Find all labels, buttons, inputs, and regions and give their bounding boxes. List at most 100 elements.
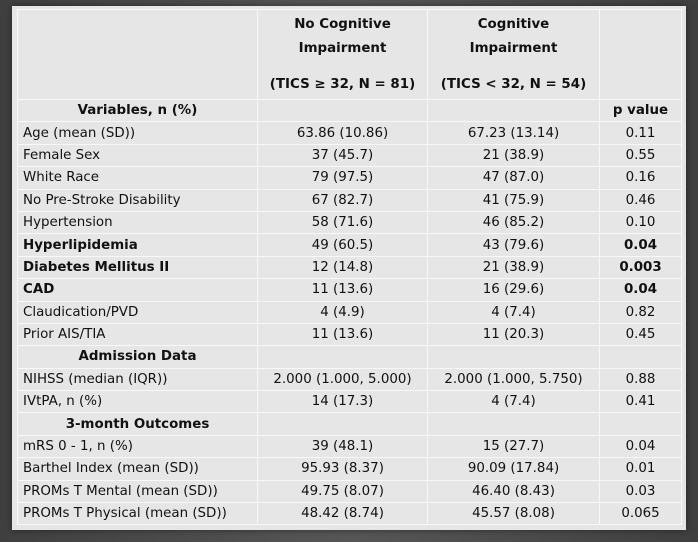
table-row-significant: CAD 11 (13.6) 16 (29.6) 0.04 <box>17 278 682 302</box>
no-ci-value: 67 (82.7) <box>257 188 428 212</box>
header-col2-line1: Cognitive <box>477 17 550 32</box>
p-value: 0.88 <box>599 367 682 392</box>
ci-value: 21 (38.9) <box>427 255 600 280</box>
row-label: Claudication/PVD <box>17 300 258 324</box>
no-ci-value: 12 (14.8) <box>257 255 428 280</box>
no-ci-value: 11 (13.6) <box>257 278 428 302</box>
empty-cell <box>427 412 600 436</box>
no-ci-value: 79 (97.5) <box>257 166 428 190</box>
section-3-month-outcomes: 3-month Outcomes <box>17 412 258 436</box>
no-ci-value: 39 (48.1) <box>257 434 428 459</box>
header-no-cognitive-impairment: No Cognitive Impairment (TICS ≥ 32, N = … <box>257 9 428 100</box>
table-row: PROMs T Physical (mean (SD)) 48.42 (8.74… <box>17 502 682 526</box>
variables-header-row: Variables, n (%) p value <box>17 98 682 123</box>
empty-cell <box>427 98 600 123</box>
table-row: Hypertension 58 (71.6) 46 (85.2) 0.10 <box>17 210 682 235</box>
table-row: Barthel Index (mean (SD)) 95.93 (8.37) 9… <box>17 457 682 481</box>
ci-value: 67.23 (13.14) <box>427 121 600 145</box>
row-label: Prior AIS/TIA <box>17 322 258 347</box>
p-value: 0.10 <box>599 210 682 235</box>
table-row: mRS 0 - 1, n (%) 39 (48.1) 15 (27.7) 0.0… <box>17 434 682 459</box>
ci-value: 46 (85.2) <box>427 210 600 235</box>
table-row: Prior AIS/TIA 11 (13.6) 11 (20.3) 0.45 <box>17 322 682 347</box>
header-cognitive-impairment: Cognitive Impairment (TICS < 32, N = 54) <box>427 9 600 100</box>
no-ci-value: 58 (71.6) <box>257 210 428 235</box>
ci-value: 47 (87.0) <box>427 166 600 190</box>
empty-cell <box>599 412 682 436</box>
section-header-row: Admission Data <box>17 345 682 369</box>
section-admission-data: Admission Data <box>17 345 258 369</box>
ci-value: 15 (27.7) <box>427 434 600 459</box>
header-col2-line3: (TICS < 32, N = 54) <box>440 77 587 92</box>
table-row-significant: Hyperlipidemia 49 (60.5) 43 (79.6) 0.04 <box>17 233 682 257</box>
p-value: 0.04 <box>599 278 682 302</box>
table-row: NIHSS (median (IQR)) 2.000 (1.000, 5.000… <box>17 367 682 392</box>
row-label: Hypertension <box>17 210 258 235</box>
p-value: 0.04 <box>599 233 682 257</box>
ci-value: 2.000 (1.000, 5.750) <box>427 367 600 392</box>
p-value: 0.01 <box>599 457 682 481</box>
row-label: Barthel Index (mean (SD)) <box>17 457 258 481</box>
header-col1-line3: (TICS ≥ 32, N = 81) <box>269 77 416 92</box>
table-row: Claudication/PVD 4 (4.9) 4 (7.4) 0.82 <box>17 300 682 324</box>
empty-cell <box>257 412 428 436</box>
p-value: 0.82 <box>599 300 682 324</box>
ci-value: 45.57 (8.08) <box>427 502 600 526</box>
p-value: 0.16 <box>599 166 682 190</box>
table-row: White Race 79 (97.5) 47 (87.0) 0.16 <box>17 166 682 190</box>
no-ci-value: 49 (60.5) <box>257 233 428 257</box>
p-value: 0.41 <box>599 390 682 414</box>
header-col1-line1: No Cognitive <box>294 17 391 32</box>
row-label: Female Sex <box>17 143 258 168</box>
p-value: 0.46 <box>599 188 682 212</box>
header-col1-line2: Impairment <box>298 41 387 56</box>
ci-value: 21 (38.9) <box>427 143 600 168</box>
empty-cell <box>257 345 428 369</box>
p-value: 0.45 <box>599 322 682 347</box>
no-ci-value: 14 (17.3) <box>257 390 428 414</box>
header-empty-pvalue <box>599 9 682 100</box>
ci-value: 46.40 (8.43) <box>427 479 600 504</box>
empty-cell <box>257 98 428 123</box>
table-row: Female Sex 37 (45.7) 21 (38.9) 0.55 <box>17 143 682 168</box>
header-empty-cell <box>17 9 258 100</box>
ci-value: 16 (29.6) <box>427 278 600 302</box>
row-label: Diabetes Mellitus II <box>17 255 258 280</box>
pvalue-label: p value <box>599 98 682 123</box>
row-label: Hyperlipidemia <box>17 233 258 257</box>
header-col2-line2: Impairment <box>469 41 558 56</box>
empty-cell <box>427 345 600 369</box>
no-ci-value: 95.93 (8.37) <box>257 457 428 481</box>
variables-label: Variables, n (%) <box>17 98 258 123</box>
row-label: CAD <box>17 278 258 302</box>
p-value: 0.065 <box>599 502 682 526</box>
p-value: 0.11 <box>599 121 682 145</box>
ci-value: 43 (79.6) <box>427 233 600 257</box>
row-label: IVtPA, n (%) <box>17 390 258 414</box>
p-value: 0.003 <box>599 255 682 280</box>
no-ci-value: 63.86 (10.86) <box>257 121 428 145</box>
row-label: PROMs T Mental (mean (SD)) <box>17 479 258 504</box>
empty-cell <box>599 345 682 369</box>
characteristics-table: No Cognitive Impairment (TICS ≥ 32, N = … <box>17 9 682 526</box>
row-label: mRS 0 - 1, n (%) <box>17 434 258 459</box>
no-ci-value: 48.42 (8.74) <box>257 502 428 526</box>
p-value: 0.55 <box>599 143 682 168</box>
p-value: 0.04 <box>599 434 682 459</box>
table-row: Age (mean (SD)) 63.86 (10.86) 67.23 (13.… <box>17 121 682 145</box>
row-label: No Pre-Stroke Disability <box>17 188 258 212</box>
row-label: PROMs T Physical (mean (SD)) <box>17 502 258 526</box>
no-ci-value: 4 (4.9) <box>257 300 428 324</box>
ci-value: 11 (20.3) <box>427 322 600 347</box>
ci-value: 90.09 (17.84) <box>427 457 600 481</box>
table-row: No Pre-Stroke Disability 67 (82.7) 41 (7… <box>17 188 682 212</box>
row-label: White Race <box>17 166 258 190</box>
p-value: 0.03 <box>599 479 682 504</box>
section-header-row: 3-month Outcomes <box>17 412 682 436</box>
no-ci-value: 49.75 (8.07) <box>257 479 428 504</box>
table-row: IVtPA, n (%) 14 (17.3) 4 (7.4) 0.41 <box>17 390 682 414</box>
table-row: PROMs T Mental (mean (SD)) 49.75 (8.07) … <box>17 479 682 504</box>
header-row: No Cognitive Impairment (TICS ≥ 32, N = … <box>17 9 682 100</box>
no-ci-value: 37 (45.7) <box>257 143 428 168</box>
